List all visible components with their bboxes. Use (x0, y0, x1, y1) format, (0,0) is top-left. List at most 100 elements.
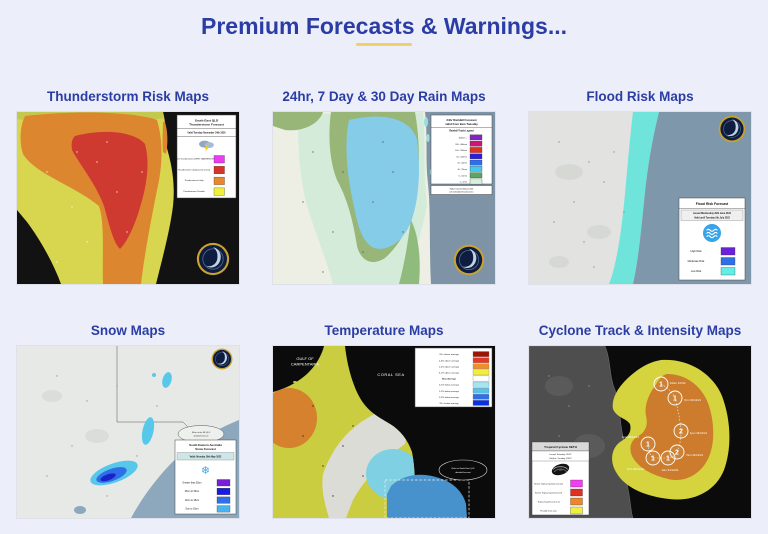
legend-item-label: Severe Tropical Cyclone (cat 4-5) (534, 483, 563, 486)
map-callout-line2: detailed forecast (194, 435, 209, 438)
legend-title-line2: valid from 9am Tuesday (445, 122, 478, 126)
legend-note-line2: with embedded thunderstorms (449, 190, 473, 193)
legend-item-label: 2-3% below average (439, 396, 460, 399)
thunderstorm-map-regions (17, 112, 174, 284)
map-callout-line2: detailed forecast (455, 471, 471, 474)
legend-title-line1: 24hr Rainfall Forecast (446, 118, 476, 122)
snow-legend: South Eastern Australia Snow Forecast Va… (174, 439, 237, 515)
town-markers (302, 405, 364, 497)
track-point-time: 1pm 30/12/21 (622, 435, 640, 439)
legend-title: Flood Risk Forecast (696, 202, 729, 206)
temperature-callout: Refer to South East QLD detailed forecas… (438, 459, 488, 481)
legend-swatch (570, 488, 583, 497)
legend-valid: Valid: Monday 16th May 2022 (190, 456, 222, 459)
legend-item-label: 10cm to 25cm (185, 499, 200, 502)
town-markers (553, 141, 625, 268)
legend-title-line1: South East QLD (195, 119, 219, 123)
legend-item-label: 25 - 50mm (457, 163, 467, 165)
legend-swatch (472, 387, 490, 394)
town-markers (46, 141, 143, 263)
rain-map-thumbnail[interactable]: 24hr Rainfall Forecast valid from 9am Tu… (273, 112, 495, 284)
brand-logo-icon (718, 115, 746, 143)
legend-swatch (213, 187, 225, 196)
legend-swatch (570, 497, 583, 506)
card-snow-maps[interactable]: Snow Maps Refer to the SE Q (17, 322, 239, 518)
legend-valid: Valid to: Tuesday 4/1/22 (549, 457, 572, 460)
legend-item-label: Greater than 50cm (182, 482, 201, 485)
legend-note-line1: Higher localised falls possible (450, 188, 474, 190)
legend-swatch (469, 172, 483, 178)
track-point-category: 1 (666, 456, 670, 463)
legend-swatch (472, 357, 490, 363)
legend-item-label: 3%+ below average (439, 402, 459, 405)
legend-valid: Valid Tuesday November 24th 2020 (187, 132, 226, 135)
legend-issued: Issued: Saturday 1/1/22 (550, 453, 573, 456)
legend-item-label: 0-1% below average (439, 384, 460, 387)
legend-swatch (469, 147, 483, 153)
legend-item-label: Severe Tropical Cyclone (cat 3) (535, 492, 562, 495)
card-rain-maps[interactable]: 24hr, 7 Day & 30 Day Rain Maps (273, 88, 495, 284)
snow-map-thumbnail[interactable]: Refer to the SE QLD detailed forecast So… (17, 346, 239, 518)
track-point-time: 7pm 31/12/21 (684, 398, 702, 402)
cyclone-map-thumbnail[interactable]: 1 1pm 30/12/21 1 7pm 30/12/21 1 1am 31/1… (529, 346, 751, 518)
sea-label-coral: CORAL SEA (377, 372, 404, 377)
card-title-cyclone[interactable]: Cyclone Track & Intensity Maps (538, 323, 742, 338)
legend-item-label: 1-2% above average (439, 365, 460, 368)
card-thunderstorm-risk[interactable]: Thunderstorm Risk Maps South East QLD Th… (17, 88, 239, 284)
legend-title-line1: South Eastern Australia (189, 443, 222, 447)
card-title-flood[interactable]: Flood Risk Maps (586, 89, 694, 104)
card-title-thunderstorm[interactable]: Thunderstorm Risk Maps (46, 89, 210, 104)
legend-swatch (469, 166, 483, 172)
card-cyclone-maps[interactable]: Cyclone Track & Intensity Maps 1 1pm 30/… (529, 322, 751, 518)
card-title-snow[interactable]: Snow Maps (90, 323, 166, 338)
brand-logo-icon (211, 348, 233, 370)
legend-swatch (216, 479, 231, 487)
temperature-legend: 3%+ above average 2-3% above average 1-2… (414, 347, 493, 408)
legend-item-label: High Risk (690, 249, 702, 253)
card-title-temperature[interactable]: Temperature Maps (324, 323, 444, 338)
track-point-time: 7am 31/12/21 (686, 453, 704, 457)
track-point-time: 1pm 31/12/21 (690, 431, 708, 435)
temperature-map-regions (273, 346, 470, 518)
legend-swatch (570, 479, 583, 488)
card-flood-risk[interactable]: Flood Risk Maps Flood Risk Forecast Is (529, 88, 751, 284)
legend-swatch (216, 488, 231, 495)
track-point-time: 10am 1/1/22 (670, 381, 686, 385)
legend-item-label: Thunderstorms Likely (184, 179, 203, 182)
legend-swatch (472, 394, 490, 400)
legend-swatch (472, 375, 490, 382)
legend-item-label: Moderate Risk (688, 259, 705, 263)
sea-label-gulf-line2: CARPENTARIA (291, 362, 319, 367)
card-temperature-maps[interactable]: Temperature Maps (273, 322, 495, 518)
legend-item-label: 0-1% above average (439, 372, 460, 375)
track-point-category: 2 (675, 450, 679, 457)
track-point-category: 2 (679, 429, 683, 436)
flood-map-thumbnail[interactable]: Flood Risk Forecast Issued Wednesday 29t… (529, 112, 751, 284)
track-point-time: 7pm 30/12/21 (627, 467, 645, 471)
sea-label-gulf-line1: GULF OF (296, 356, 314, 361)
legend-title: Tropical Cyclone SETH (544, 445, 577, 449)
card-title-rain[interactable]: 24hr, 7 Day & 30 Day Rain Maps (282, 89, 486, 104)
legend-item-label: 100 - 200mm (455, 150, 467, 152)
page-title: Premium Forecasts & Warnings... (201, 13, 567, 39)
legend-swatch (720, 267, 736, 276)
legend-swatch (472, 381, 490, 388)
legend-swatch (213, 155, 225, 164)
legend-item-label: Possible track area (540, 510, 557, 513)
flood-legend: Flood Risk Forecast Issued Wednesday 29t… (678, 197, 746, 281)
legend-swatch (720, 247, 736, 256)
legend-swatch (469, 153, 483, 160)
legend-swatch (472, 369, 490, 376)
track-point-category: 1 (659, 382, 663, 389)
legend-item-label: Thunderstorms Possible (183, 190, 205, 193)
legend-item-label: 2-3% above average (439, 359, 460, 362)
legend-item-label: 200 - 400mm (455, 144, 467, 146)
temperature-map-thumbnail[interactable]: GULF OF CARPENTARIA CORAL SEA 3%+ above … (273, 346, 495, 518)
legend-swatch (469, 140, 483, 147)
map-callout-line1: Refer to the SE QLD (192, 431, 211, 434)
thunderstorm-map-thumbnail[interactable]: South East QLD Thunderstorm Forecast Val… (17, 112, 239, 284)
legend-swatch (213, 166, 225, 174)
town-markers (302, 141, 404, 273)
legend-item-label: Tropical Cyclone (cat 1-2) (537, 501, 559, 504)
track-point-category: 1 (673, 396, 677, 403)
